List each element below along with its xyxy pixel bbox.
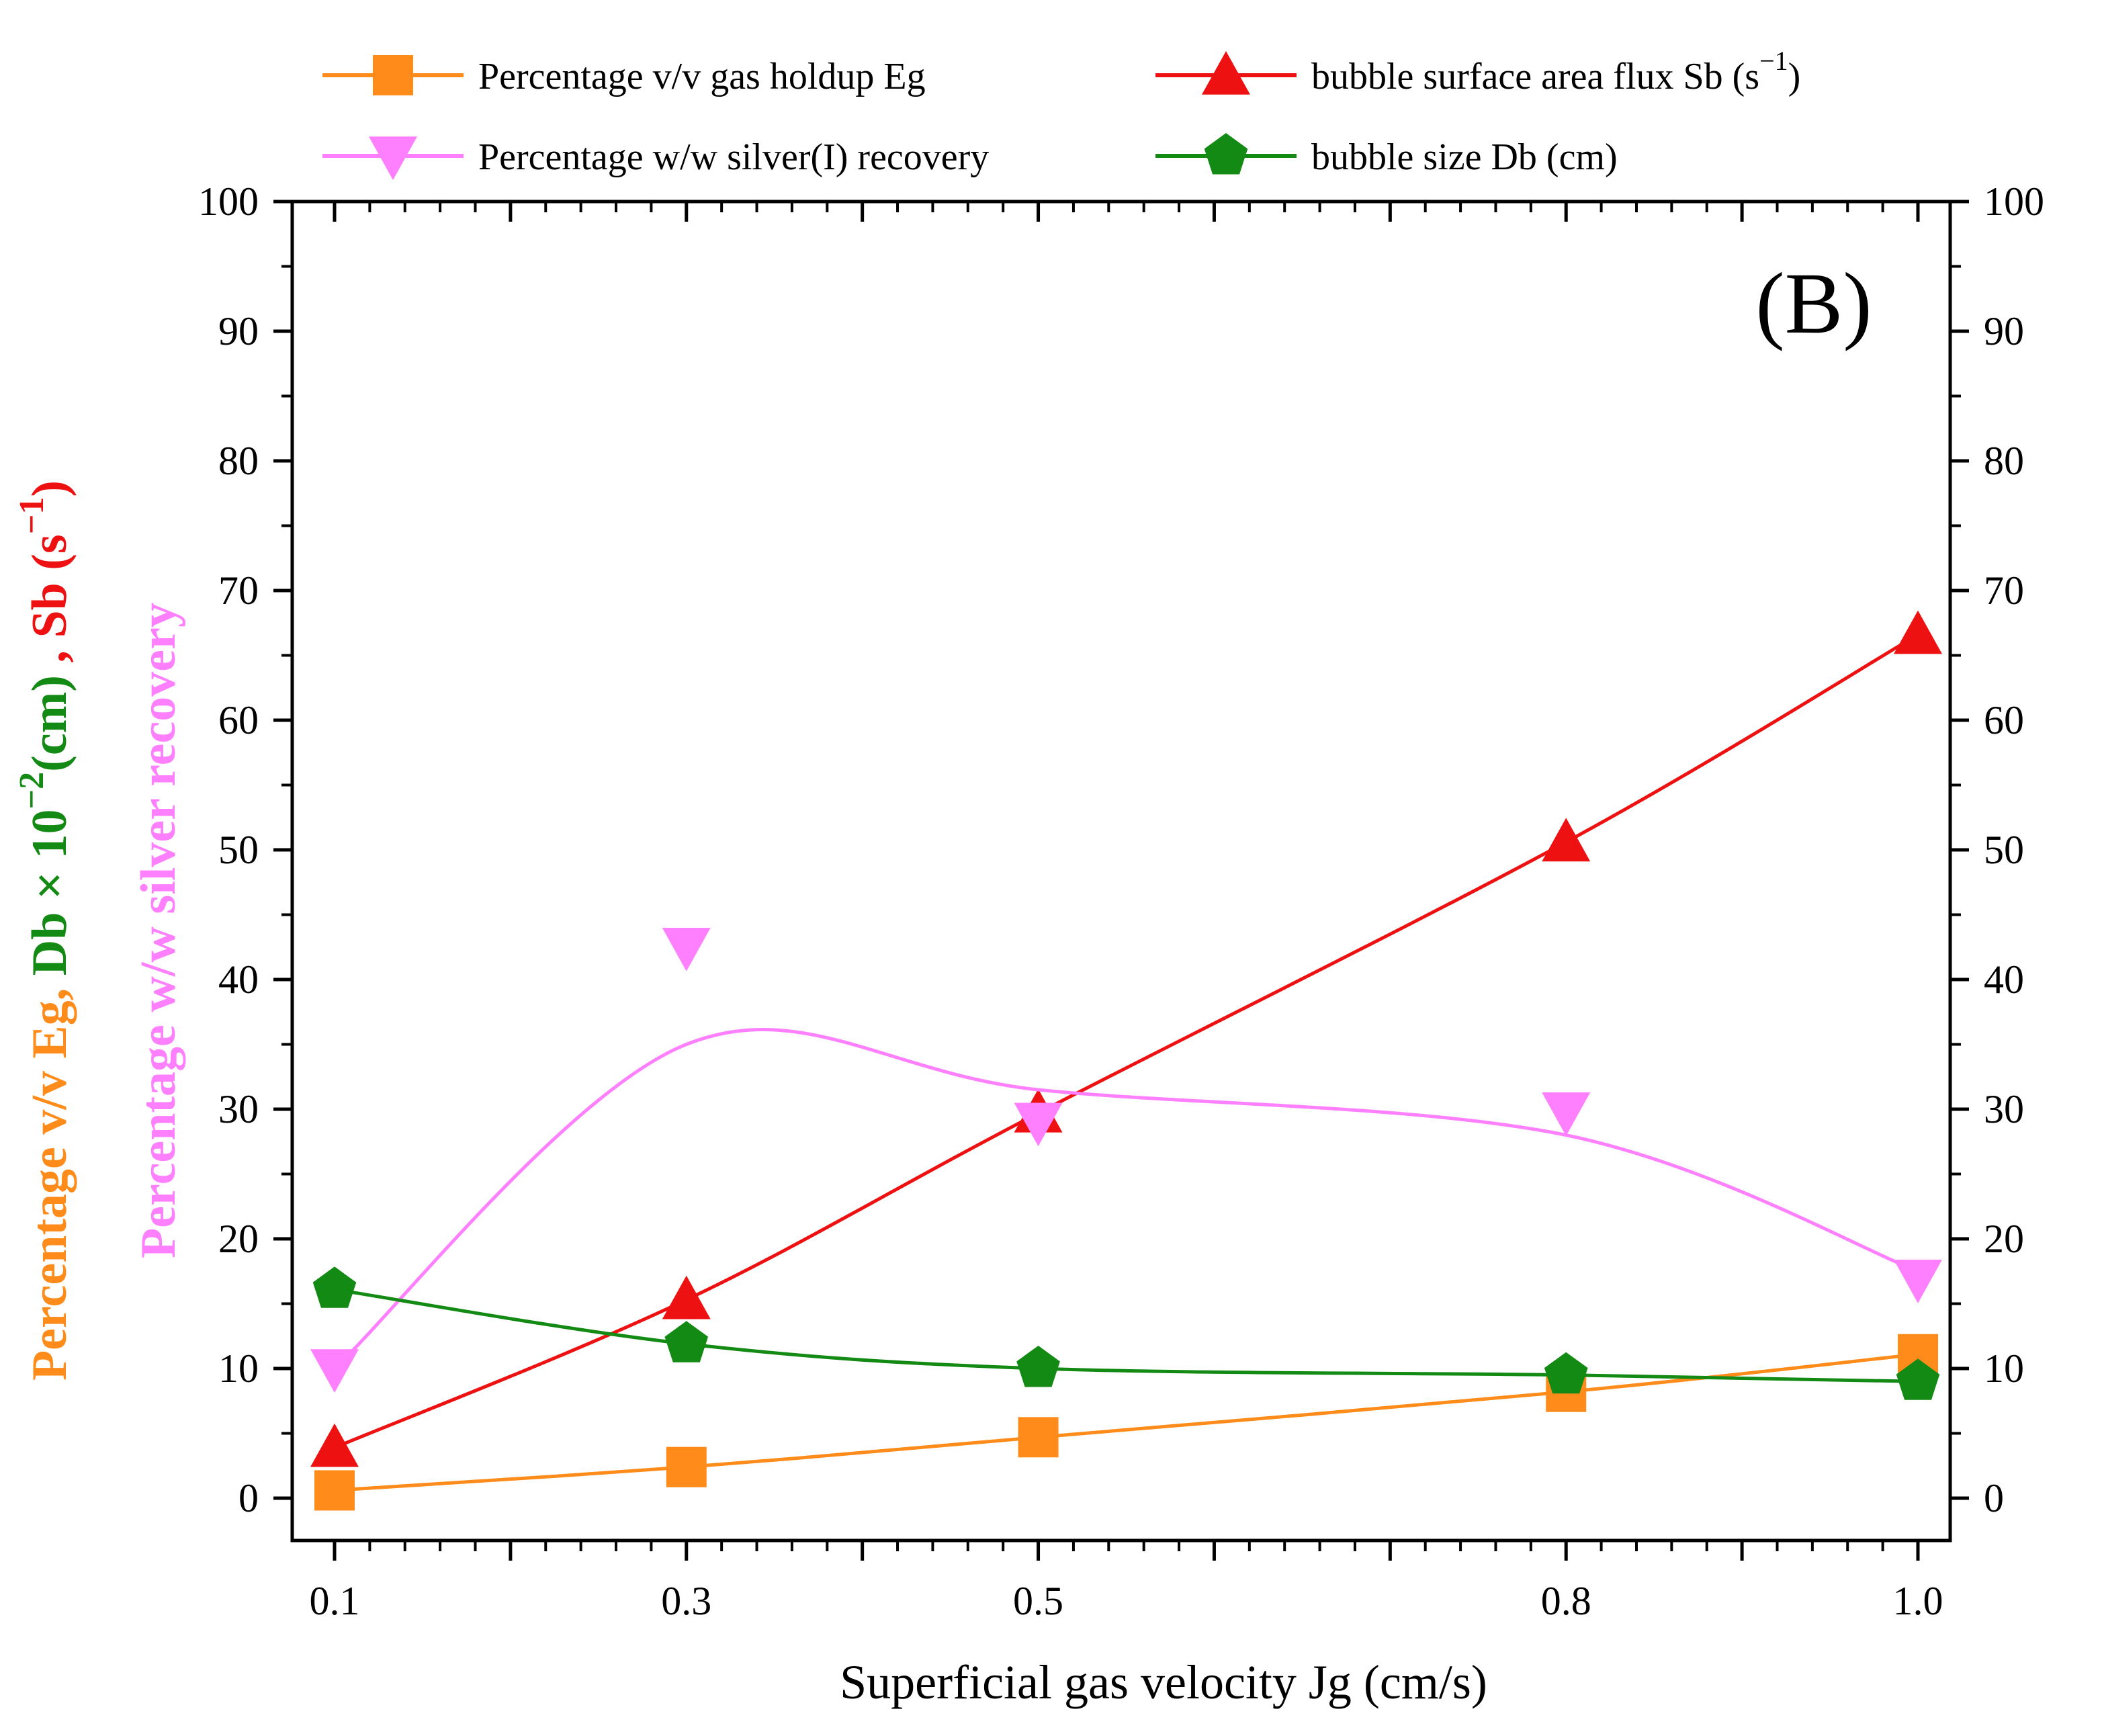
series-line — [334, 1352, 1919, 1492]
y-tick-label-right: 90 — [1984, 309, 2024, 353]
data-point — [662, 927, 711, 971]
data-point — [1894, 1260, 1942, 1303]
y-tick-label-left: 40 — [218, 957, 259, 1002]
y-tick-label-left: 30 — [218, 1087, 259, 1131]
data-point — [1894, 610, 1942, 654]
series-0 — [314, 1334, 1938, 1511]
y-tick-label-left: 0 — [238, 1476, 259, 1520]
axis-ticks: 0 0 10 10 20 20 30 30 40 40 50 50 60 60 70 70 80 80 90 90 10… — [198, 179, 2044, 1623]
legend-label: bubble size Db (cm) — [1311, 136, 1618, 178]
legend-item-0: Percentage v/v gas holdup Eg — [322, 55, 926, 97]
series-line — [333, 1028, 1919, 1370]
series-1 — [310, 610, 1942, 1467]
data-point — [310, 1423, 359, 1467]
x-tick-label: 0.3 — [661, 1579, 711, 1623]
data-point — [664, 1321, 709, 1362]
data-point — [314, 1470, 355, 1511]
plot-border — [290, 200, 1952, 1543]
y-axis-label: Percentage v/v Eg, Db × 10−2(cm) , Sb (s… — [13, 480, 77, 1381]
x-tick-label: 0.1 — [310, 1579, 360, 1623]
y-tick-label-left: 90 — [218, 309, 259, 353]
x-tick-label: 0.5 — [1013, 1579, 1063, 1623]
data-point — [1014, 1102, 1063, 1147]
legend: Percentage v/v gas holdup Eg bubble surfa… — [322, 46, 1800, 180]
legend-marker — [373, 55, 413, 95]
legend-label: Percentage w/w silver(I) recovery — [478, 136, 989, 178]
y-tick-label-left: 100 — [198, 179, 259, 224]
y-tick-label-right: 100 — [1984, 179, 2044, 224]
y-axis-label-recovery: Percentage w/w silver recovery — [131, 603, 186, 1258]
y-tick-label-right: 20 — [1984, 1217, 2024, 1261]
y-tick-label-left: 60 — [218, 698, 259, 742]
x-tick-label: 1.0 — [1893, 1579, 1943, 1623]
y-tick-label-left: 50 — [218, 828, 259, 872]
x-axis-label: Superficial gas velocity Jg (cm/s) — [840, 1655, 1487, 1709]
y-tick-label-right: 0 — [1984, 1476, 2004, 1520]
series-layer — [310, 610, 1942, 1511]
data-point — [1544, 1352, 1588, 1394]
data-point — [1542, 1092, 1591, 1136]
legend-item-3: bubble size Db (cm) — [1155, 133, 1618, 178]
legend-marker — [369, 136, 417, 180]
legend-marker — [1202, 51, 1250, 95]
data-point — [312, 1266, 357, 1308]
y-tick-label-right: 80 — [1984, 439, 2024, 483]
y-tick-label-right: 70 — [1984, 568, 2024, 613]
y-tick-label-right: 50 — [1984, 828, 2024, 872]
data-point — [1016, 1346, 1060, 1387]
y-tick-label-right: 60 — [1984, 698, 2024, 742]
data-point — [1896, 1358, 1940, 1400]
legend-marker — [1204, 133, 1248, 175]
data-point — [310, 1349, 359, 1393]
legend-item-2: Percentage w/w silver(I) recovery — [322, 136, 989, 180]
series-line — [334, 633, 1919, 1450]
y-tick-label-left: 70 — [218, 568, 259, 613]
data-point — [1542, 818, 1591, 862]
series-3 — [312, 1266, 1940, 1400]
y-tick-label-left: 80 — [218, 439, 259, 483]
x-tick-label: 0.8 — [1541, 1579, 1591, 1623]
data-point — [1018, 1417, 1059, 1458]
legend-label: bubble surface area flux Sb (s−1) — [1311, 46, 1800, 97]
legend-item-1: bubble surface area flux Sb (s−1) — [1155, 46, 1800, 97]
panel-label: (B) — [1755, 255, 1872, 352]
y-tick-label-right: 10 — [1984, 1346, 2024, 1391]
legend-label: Percentage v/v gas holdup Eg — [478, 56, 926, 97]
y-tick-label-left: 10 — [218, 1346, 259, 1391]
data-point — [662, 1275, 711, 1319]
y-tick-label-right: 40 — [1984, 957, 2024, 1002]
y-tick-label-right: 30 — [1984, 1087, 2024, 1131]
y-tick-label-left: 20 — [218, 1217, 259, 1261]
series-line — [334, 1287, 1919, 1383]
series-2 — [310, 927, 1942, 1393]
data-point — [666, 1446, 707, 1487]
plot-frame — [290, 200, 1952, 1543]
